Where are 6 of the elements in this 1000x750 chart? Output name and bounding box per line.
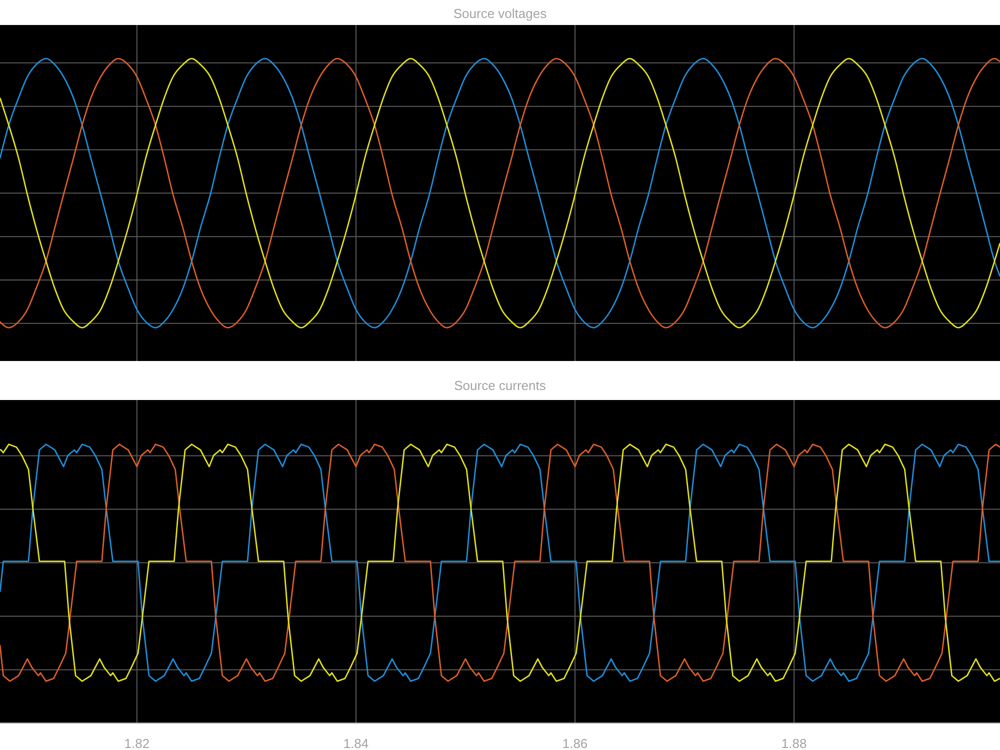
- x-tick-label: 1.88: [781, 736, 807, 750]
- x-tick-label: 1.82: [124, 736, 150, 750]
- x-tick-label: 1.84: [343, 736, 369, 750]
- chart-title: Source voltages: [452, 5, 548, 22]
- chart-title: Source currents: [453, 377, 547, 394]
- x-tick-label: 1.86: [562, 736, 588, 750]
